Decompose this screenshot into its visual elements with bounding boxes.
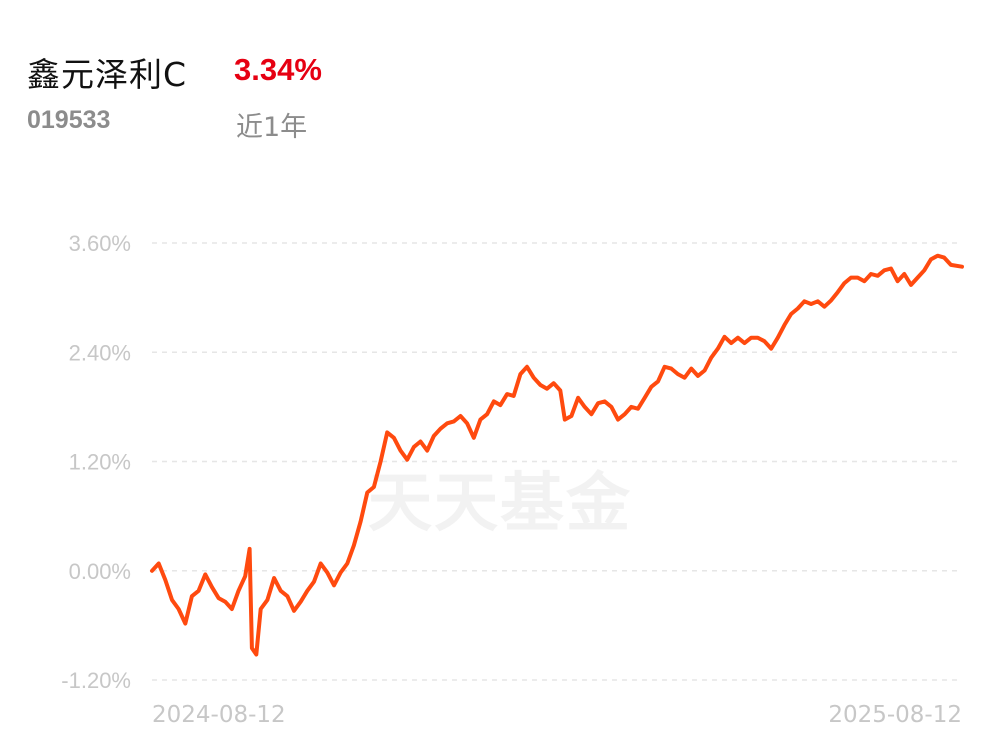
period-label: 近1年: [236, 112, 308, 143]
x-tick-label: 2025-08-12: [828, 702, 962, 728]
series-line: [150, 253, 964, 657]
y-axis-ticks: 3.60% 2.40% 1.20% 0.00% -1.20%: [61, 231, 131, 693]
fund-code: 019533: [27, 106, 111, 134]
y-tick-label: 2.40%: [69, 340, 131, 365]
y-tick-label: -1.20%: [61, 668, 131, 693]
grid-lines: [152, 242, 962, 681]
x-tick-label: 2024-08-12: [152, 702, 286, 728]
fund-name: 鑫元泽利C: [27, 55, 188, 94]
y-tick-label: 1.20%: [69, 450, 131, 475]
y-tick-label: 0.00%: [69, 559, 131, 584]
watermark: 天天基金: [368, 467, 632, 541]
x-axis-ticks: 2024-08-12 2025-08-12: [152, 702, 962, 728]
series-layer: [150, 253, 964, 657]
fund-header: 鑫元泽利C 3.34% 019533 近1年: [0, 0, 1003, 150]
fund-return: 3.34%: [234, 52, 322, 87]
y-tick-label: 3.60%: [69, 231, 131, 256]
